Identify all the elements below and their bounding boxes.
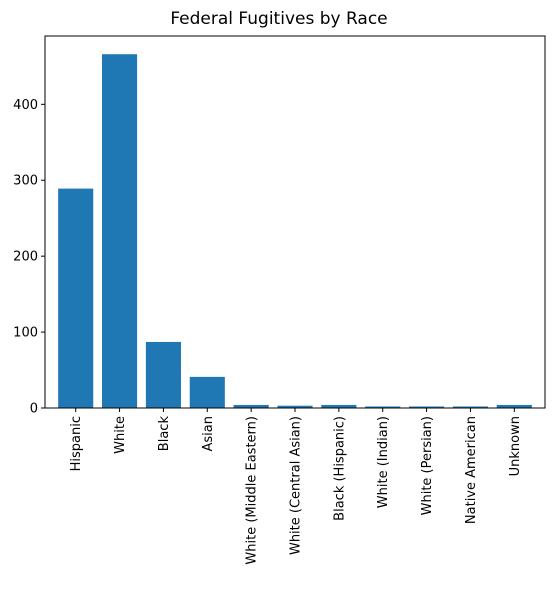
- chart-title: Federal Fugitives by Race: [170, 9, 387, 29]
- bar: [409, 406, 445, 408]
- y-tick-label: 0: [30, 402, 38, 417]
- y-tick-label: 100: [13, 326, 38, 341]
- bar: [496, 404, 532, 408]
- y-tick-label: 300: [13, 174, 38, 189]
- bar: [321, 404, 357, 408]
- bar: [145, 341, 181, 408]
- y-tick-label: 200: [13, 250, 38, 265]
- y-tick-label: 400: [13, 98, 38, 113]
- bar: [277, 405, 313, 408]
- bar: [452, 406, 488, 408]
- plot-area: 0 100 200 300 400 Hispanic White Black Asian Whit…: [13, 35, 546, 565]
- x-tick-label: White (Indian): [376, 416, 391, 508]
- x-tick-label: Native American: [464, 416, 479, 524]
- x-tick-label: Asian: [201, 416, 216, 451]
- x-tick-label: White: [113, 416, 128, 454]
- x-tick-label: Black (Hispanic): [332, 416, 347, 521]
- bar: [365, 406, 401, 408]
- bar: [189, 376, 225, 408]
- x-tick-label: White (Middle Eastern): [245, 416, 260, 565]
- x-tick-label: Unknown: [508, 416, 523, 476]
- x-tick-label: Black: [157, 416, 172, 452]
- x-tick-label: White (Persian): [420, 416, 435, 515]
- bar: [233, 404, 269, 408]
- axes-frame: [44, 35, 546, 409]
- bar: [102, 54, 138, 408]
- bar: [58, 188, 94, 408]
- x-tick-label: Hispanic: [69, 416, 84, 471]
- x-tick-label: White (Central Asian): [289, 416, 304, 555]
